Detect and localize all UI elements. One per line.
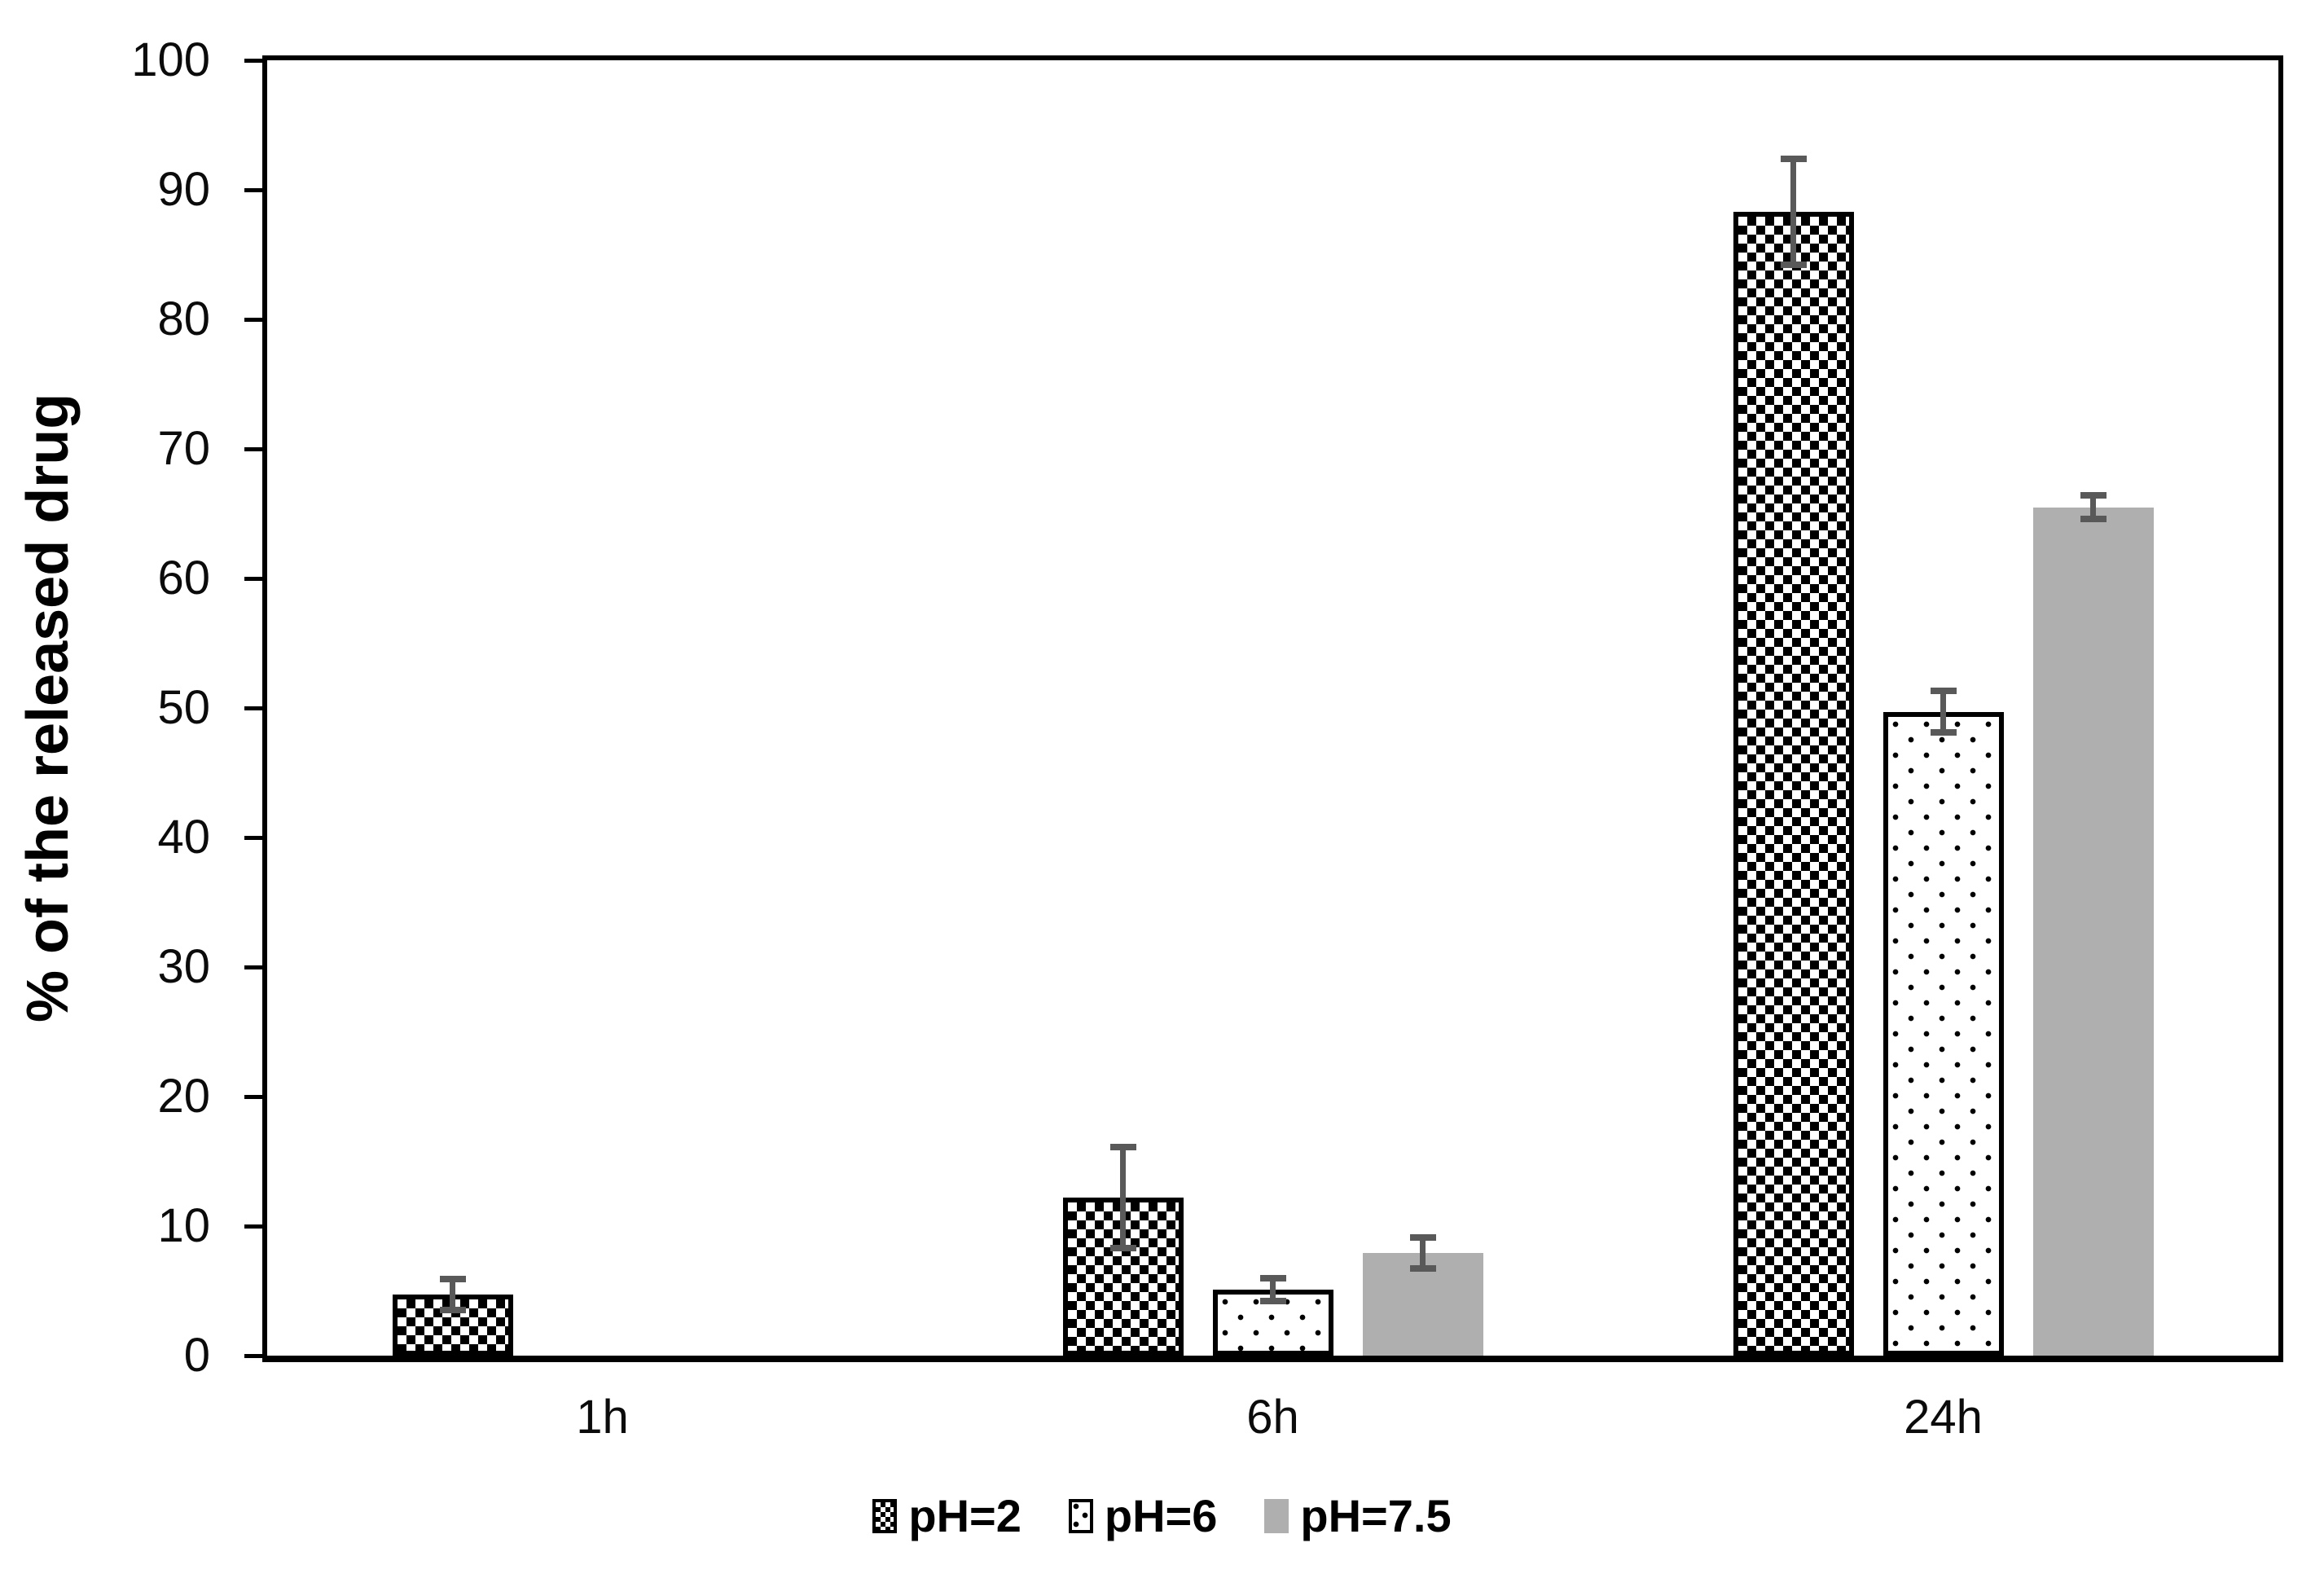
y-axis-tick — [244, 965, 262, 969]
bar-pH=6-24h — [1882, 711, 2004, 1356]
error-bar-cap-bottom — [1259, 1298, 1286, 1305]
bar-pH=6-6h — [1212, 1289, 1333, 1356]
error-bar-cap-bottom — [1780, 262, 1807, 269]
error-bar-cap-bottom — [1109, 1245, 1136, 1252]
y-axis-tick — [244, 706, 262, 710]
legend-swatch-pH=2 — [872, 1498, 898, 1533]
error-bar-line — [2090, 492, 2096, 522]
error-bar-pH=2-24h — [1780, 155, 1807, 269]
y-axis-tick — [244, 58, 262, 63]
legend-label-pH=6: pH=6 — [1104, 1490, 1218, 1541]
x-axis-category-label-6h: 6h — [1246, 1391, 1299, 1444]
y-axis-tick — [244, 576, 262, 581]
error-bar-pH=7.5-24h — [2080, 492, 2107, 522]
error-bar-cap-top — [1109, 1144, 1136, 1150]
y-axis-tick-label: 80 — [157, 292, 210, 345]
bar-pH=2-24h — [1733, 212, 1854, 1356]
legend-swatch-pH=6 — [1068, 1498, 1093, 1533]
y-axis-tick — [244, 835, 262, 840]
legend-swatch-pH=7.5 — [1264, 1498, 1289, 1533]
error-bar-cap-bottom — [1409, 1265, 1436, 1273]
y-axis-tick-label: 0 — [183, 1329, 210, 1382]
y-axis-tick — [244, 1094, 262, 1099]
y-axis-tick — [244, 317, 262, 322]
error-bar-pH=7.5-6h — [1409, 1234, 1436, 1273]
error-bar-cap-top — [1259, 1274, 1286, 1281]
error-bar-pH=2-1h — [439, 1276, 466, 1314]
error-bar-cap-top — [1930, 688, 1957, 695]
y-axis-tick-label: 70 — [157, 422, 210, 475]
bar-pH=7.5-24h — [2032, 507, 2154, 1356]
x-axis-category-label-1h: 1h — [576, 1391, 629, 1444]
error-bar-pH=2-6h — [1109, 1144, 1136, 1252]
y-axis-tick-label: 10 — [157, 1199, 210, 1252]
error-bar-line — [1270, 1274, 1276, 1305]
legend-label-pH=7.5: pH=7.5 — [1300, 1490, 1452, 1541]
error-bar-line — [1790, 155, 1796, 269]
legend-item-pH=2: pH=2 — [872, 1489, 1021, 1542]
error-bar-cap-bottom — [439, 1307, 466, 1314]
y-axis-tick — [244, 1224, 262, 1229]
y-axis-tick — [244, 1353, 262, 1358]
error-bar-cap-bottom — [1930, 729, 1957, 736]
y-axis-tick-label: 20 — [157, 1070, 210, 1123]
legend-label-pH=2: pH=2 — [908, 1490, 1021, 1541]
error-bar-cap-top — [439, 1276, 466, 1283]
error-bar-cap-bottom — [2080, 515, 2107, 522]
legend: pH=2 pH=6 pH=7.5 — [0, 1489, 2324, 1542]
legend-item-pH=6: pH=6 — [1068, 1489, 1218, 1542]
error-bar-pH=6-24h — [1930, 688, 1957, 736]
x-axis-category-label-24h: 24h — [1904, 1391, 1983, 1444]
y-axis-tick-label: 40 — [157, 811, 210, 864]
error-bar-cap-top — [1409, 1234, 1436, 1242]
error-bar-cap-top — [1780, 155, 1807, 162]
y-axis-tick-label: 100 — [131, 33, 210, 86]
error-bar-cap-top — [2080, 492, 2107, 499]
y-axis-tick-label: 90 — [157, 163, 210, 216]
y-axis-tick-label: 60 — [157, 552, 210, 604]
error-bar-line — [1940, 688, 1946, 736]
error-bar-pH=6-6h — [1259, 1274, 1286, 1305]
error-bar-line — [450, 1276, 455, 1314]
legend-item-pH=7.5: pH=7.5 — [1264, 1489, 1452, 1542]
error-bar-line — [1420, 1234, 1426, 1273]
y-axis-tick — [244, 446, 262, 451]
error-bar-line — [1120, 1144, 1126, 1252]
y-axis-tick-label: 50 — [157, 681, 210, 734]
y-axis-tick-label: 30 — [157, 940, 210, 993]
y-axis-tick — [244, 187, 262, 192]
